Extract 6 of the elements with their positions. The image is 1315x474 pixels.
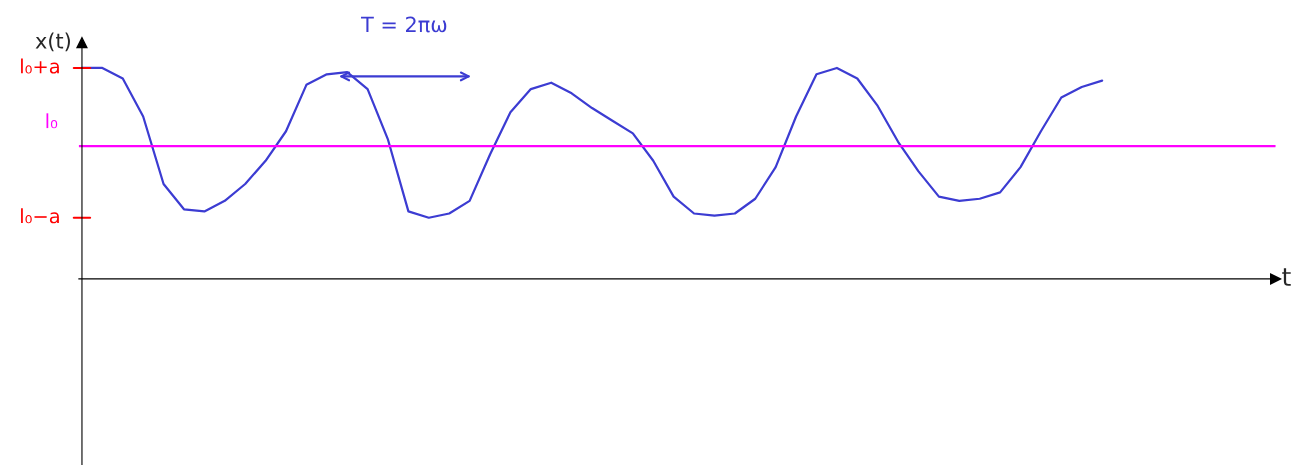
y-axis-title: x(t) [35,32,70,52]
ref-line-label: l₀ [46,113,58,129]
text: l₀−a [21,208,59,224]
text: t [1282,268,1291,286]
text: T = 2πω [360,16,447,33]
text: l₀+a [21,58,59,74]
